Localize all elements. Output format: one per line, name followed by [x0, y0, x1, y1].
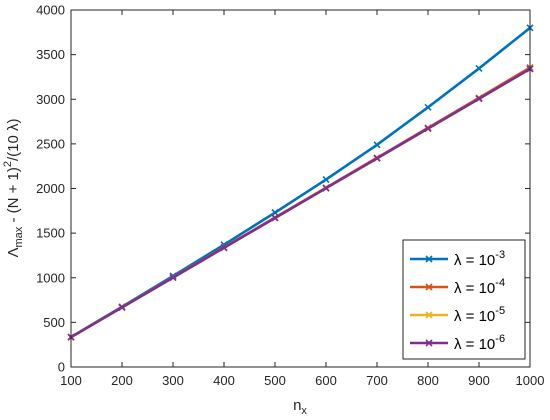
y-tick-label: 4000 — [36, 3, 65, 18]
series-layer — [67, 24, 534, 341]
data-point-marker — [475, 64, 483, 73]
legend-label-exponent: -5 — [495, 305, 505, 317]
y-axis-label-superscript: 2 — [2, 161, 14, 167]
y-axis-label-tail: /(10 λ) — [5, 118, 22, 161]
x-tick-label: 1000 — [516, 373, 545, 388]
data-point-marker — [220, 244, 228, 252]
legend-entry: λ = 10-5 — [410, 305, 505, 325]
x-tick-label: 600 — [315, 373, 337, 388]
x-axis-ticks: 100 200 300 400 500 600 700 800 900 1000 — [60, 10, 544, 388]
x-tick-label: 200 — [111, 373, 133, 388]
legend-label-exponent: -3 — [495, 249, 505, 261]
x-tick-label: 700 — [366, 373, 388, 388]
legend-entry: λ = 10-4 — [410, 277, 505, 297]
y-axis-label-middle: - (N + 1) — [5, 167, 22, 227]
legend-marker — [425, 255, 433, 263]
legend-label: λ = 10-3 — [454, 249, 505, 269]
legend-entry: λ = 10-6 — [410, 333, 505, 353]
y-axis-label-lambda: Λ — [5, 247, 22, 257]
legend: λ = 10-3λ = 10-4λ = 10-5λ = 10-6 — [402, 239, 526, 360]
data-point-marker — [475, 95, 483, 103]
y-tick-label: 500 — [43, 315, 65, 330]
data-point-marker — [322, 184, 330, 192]
data-point-marker — [424, 124, 432, 133]
legend-marker — [425, 339, 433, 347]
y-axis-ticks: 0 500 1000 1500 2000 2500 3000 3500 4000 — [36, 3, 530, 375]
data-point-marker — [271, 214, 279, 222]
y-tick-label: 0 — [58, 360, 65, 375]
data-point-marker — [322, 176, 330, 184]
legend-marker — [425, 311, 433, 319]
legend-label: λ = 10-5 — [454, 305, 505, 325]
series-4 — [67, 65, 534, 341]
legend-label-base: λ = 10 — [454, 336, 495, 353]
x-tick-label: 900 — [468, 373, 490, 388]
legend-label: λ = 10-4 — [454, 277, 505, 297]
legend-marker — [425, 283, 433, 291]
plot-border — [70, 9, 531, 368]
legend-box — [402, 239, 526, 360]
x-tick-label: 100 — [60, 373, 82, 388]
y-axis-label: Λmax - (N + 1)2/(10 λ) — [2, 118, 25, 257]
legend-label-base: λ = 10 — [454, 280, 495, 297]
legend-label: λ = 10-6 — [454, 333, 505, 353]
x-axis-label-base: n — [293, 397, 301, 414]
x-axis-label-subscript: x — [301, 405, 307, 417]
legend-label-exponent: -6 — [495, 333, 505, 345]
legend-entry: λ = 10-3 — [410, 249, 505, 269]
y-tick-label: 1000 — [36, 270, 65, 285]
x-tick-label: 400 — [213, 373, 235, 388]
x-axis-label: nx — [293, 397, 307, 417]
data-point-marker — [373, 141, 381, 149]
y-axis-label-subscript: max — [13, 226, 25, 247]
x-tick-label: 300 — [162, 373, 184, 388]
x-tick-label: 500 — [264, 373, 286, 388]
y-tick-label: 3500 — [36, 47, 65, 62]
data-point-marker — [373, 154, 381, 162]
data-point-marker — [424, 103, 432, 111]
x-tick-label: 800 — [417, 373, 439, 388]
legend-label-base: λ = 10 — [454, 252, 495, 269]
y-tick-label: 2000 — [36, 181, 65, 196]
series-line — [69, 67, 532, 339]
data-point-marker — [118, 303, 126, 311]
y-tick-label: 2500 — [36, 136, 65, 151]
y-tick-label: 3000 — [36, 92, 65, 107]
legend-label-base: λ = 10 — [454, 308, 495, 325]
y-tick-label: 1500 — [36, 226, 65, 241]
legend-label-exponent: -4 — [495, 277, 505, 289]
data-point-marker — [169, 274, 177, 282]
